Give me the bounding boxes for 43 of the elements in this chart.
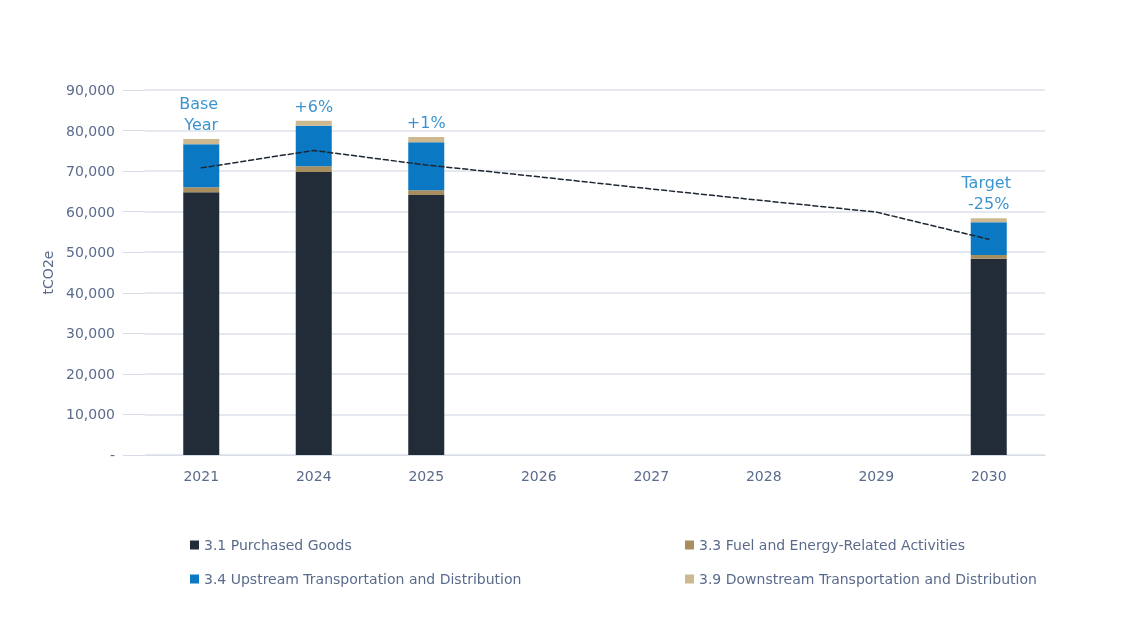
y-tick-label: 80,000	[66, 122, 115, 139]
y-tick-label: 30,000	[66, 325, 115, 342]
legend-label: 3.9 Downstream Transportation and Distribution	[699, 571, 1037, 587]
y-tick-label: 60,000	[66, 203, 115, 220]
annotation: Target -25%	[960, 173, 1017, 214]
bar	[183, 144, 220, 188]
x-tick-label: 2026	[520, 468, 557, 484]
y-tick-label: -	[109, 447, 115, 463]
y-tick-label: 40,000	[66, 284, 115, 301]
bar	[183, 187, 220, 193]
bar	[408, 142, 445, 191]
bar	[408, 190, 445, 196]
y-tick-label: 10,000	[66, 406, 115, 423]
legend-label: 3.4 Upstream Transportation and Distribution	[204, 571, 522, 587]
bar	[183, 139, 220, 145]
annotation: +1%	[406, 113, 446, 133]
annotation: Base Year	[179, 94, 224, 135]
x-tick-label: 2028	[745, 468, 782, 484]
y-tick-label: 70,000	[66, 163, 115, 180]
bar	[408, 137, 445, 143]
x-tick-label: 2030	[970, 468, 1007, 484]
bar	[295, 120, 332, 126]
y-axis-title: tCO2e	[40, 250, 57, 295]
y-tick-label: 90,000	[66, 82, 115, 98]
bar	[970, 218, 1007, 223]
bar	[970, 258, 1007, 455]
legend-label: 3.1 Purchased Goods	[204, 537, 352, 553]
bar	[408, 195, 445, 455]
x-tick-label: 2024	[295, 468, 332, 484]
x-tick-label: 2029	[858, 468, 895, 484]
x-tick-label: 2025	[408, 468, 445, 484]
annotation: +6%	[294, 96, 334, 116]
bar	[295, 166, 332, 172]
bar	[970, 255, 1007, 259]
y-tick-label: 20,000	[66, 365, 115, 382]
bar	[970, 222, 1007, 256]
bar	[183, 192, 220, 455]
y-tick-label: 50,000	[66, 244, 115, 261]
x-tick-label: 2021	[183, 468, 220, 484]
bar	[295, 125, 332, 167]
x-tick-label: 2027	[633, 468, 670, 484]
legend-label: 3.3 Fuel and Energy-Related Activities	[699, 537, 965, 553]
bar	[295, 171, 332, 455]
